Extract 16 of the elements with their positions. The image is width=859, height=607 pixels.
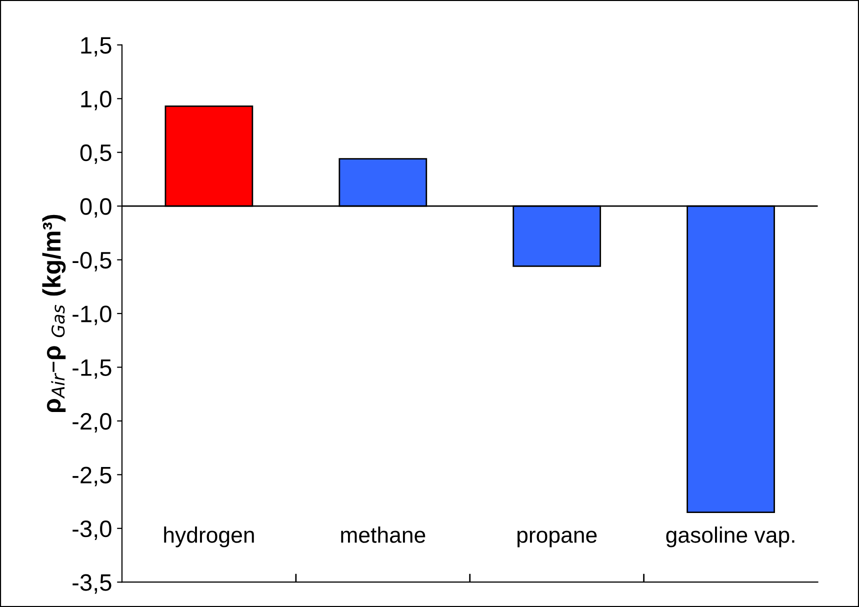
- y-tick-label: -3,5: [72, 574, 112, 594]
- y-tick-label: 1,0: [81, 90, 112, 110]
- y-tick-label: 0,0: [80, 198, 112, 218]
- y-tick-label: -0,5: [72, 252, 112, 272]
- x-tick-label: methane: [341, 526, 426, 543]
- y-tick-label: 1,5: [81, 37, 112, 56]
- x-tick-label: gasoline vap.: [666, 526, 794, 548]
- y-tick-label: -2,5: [72, 466, 112, 486]
- y-tick-label: -3,0: [72, 520, 112, 540]
- y-tick-label: -2,0: [72, 413, 112, 433]
- x-tick-label: propane: [518, 530, 597, 548]
- y-tick-label: 0,5: [80, 144, 112, 164]
- y-tick-label: -1,0: [72, 306, 112, 326]
- y-axis-title: ρ$_{Air}$–ρ $_{Gas}$ (kg/m³): [42, 214, 66, 412]
- y-tick-label: -1,5: [72, 360, 112, 379]
- x-tick-label: hydrogen: [164, 526, 254, 548]
